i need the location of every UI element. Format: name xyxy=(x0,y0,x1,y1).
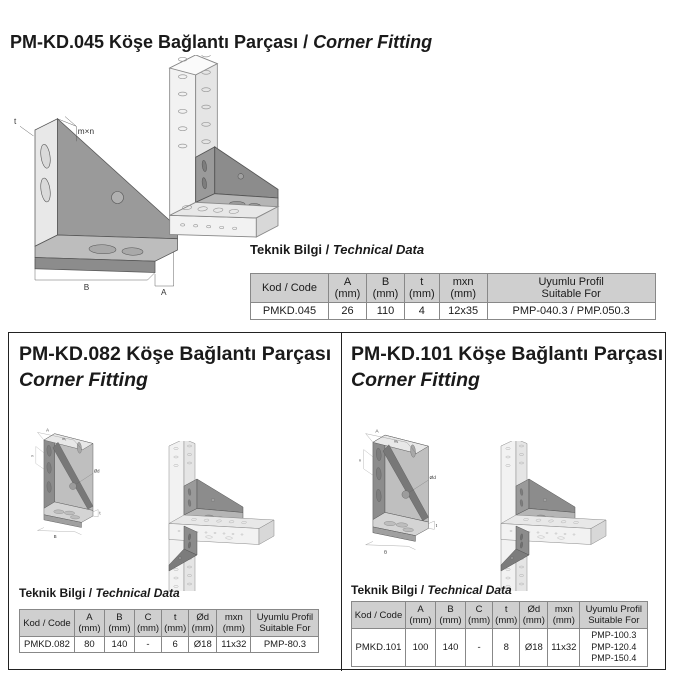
svg-text:B: B xyxy=(54,534,57,539)
svg-text:B: B xyxy=(384,550,387,556)
svg-text:A: A xyxy=(375,429,379,435)
svg-text:t: t xyxy=(99,511,101,516)
svg-text:t: t xyxy=(14,117,17,126)
svg-text:Ød: Ød xyxy=(94,468,100,473)
svg-text:t: t xyxy=(436,523,438,529)
svg-text:n: n xyxy=(359,459,361,463)
svg-text:B: B xyxy=(84,283,90,292)
svg-text:m×n: m×n xyxy=(78,127,95,136)
svg-text:Ød: Ød xyxy=(429,475,436,481)
svg-text:m₁: m₁ xyxy=(394,439,399,443)
svg-text:A: A xyxy=(46,428,49,433)
svg-text:n: n xyxy=(32,454,34,458)
